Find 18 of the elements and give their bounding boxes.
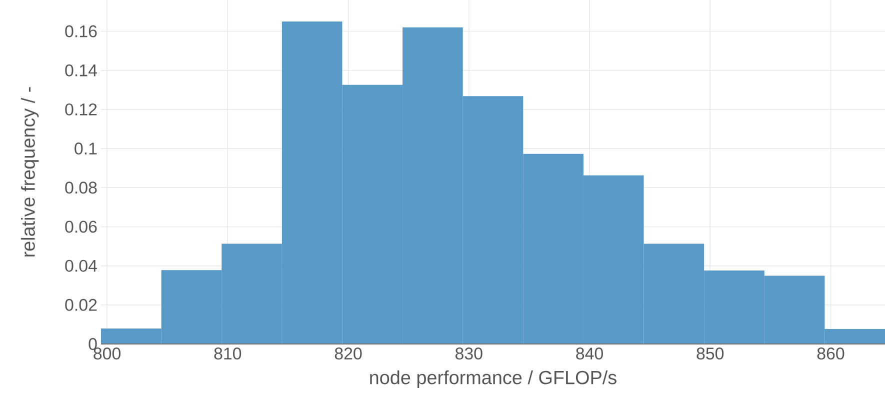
y-tick-label: 0.02 — [65, 298, 97, 311]
x-tick-label: 810 — [214, 348, 242, 360]
y-tick-label: 0.16 — [65, 25, 97, 38]
x-tick-label: 860 — [817, 348, 844, 360]
x-tick-label: 840 — [576, 348, 603, 360]
x-tick-label: 820 — [334, 348, 362, 360]
y-axis-title: relative frequency / - — [21, 87, 39, 256]
x-tick-label: 830 — [455, 348, 482, 360]
x-tick-label: 850 — [696, 348, 724, 360]
x-axis-title: node performance / GFLOP/s — [370, 370, 616, 388]
y-tick-label: 0.1 — [74, 142, 97, 155]
y-tick-label: 0.06 — [65, 220, 97, 233]
y-tick-label: 0.12 — [65, 103, 97, 116]
x-tick-label: 800 — [94, 348, 121, 360]
y-tick-label: 0.08 — [65, 182, 97, 194]
y-tick-label: 0.04 — [65, 260, 97, 272]
y-tick-label: 0 — [88, 338, 97, 350]
y-tick-label: 0.14 — [65, 64, 97, 76]
